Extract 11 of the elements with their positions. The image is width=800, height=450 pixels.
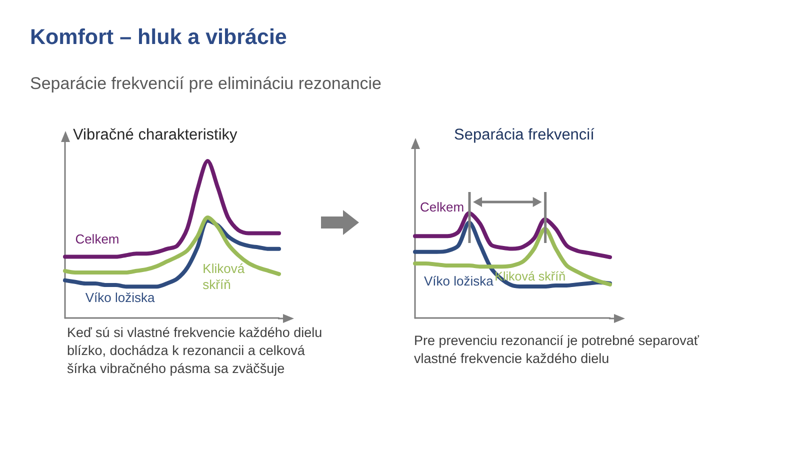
text: Keď sú si vlastné frekvencie každého dielu blízko, dochádza k rezonancii a celková šírka vibračného pásma sa zväčšuje <box>67 324 324 378</box>
series-label: Víko ložiska <box>424 273 494 288</box>
text: Separácie frekvencií pre elimináciu rezonancie <box>30 74 382 94</box>
chart-title: Separácia frekvencií <box>454 126 596 144</box>
series-label: Kliková skříň <box>202 261 248 292</box>
series-label: Víko ložiska <box>85 290 156 305</box>
text: Komfort – hluk a vibrácie <box>30 25 287 50</box>
chart-title: Vibračné charakteristiky <box>73 126 238 144</box>
series-label: Celkem <box>420 200 464 215</box>
text: Pre prevenciu rezonancií je potrebné separovať vlastné frekvencie každého dielu <box>414 332 700 368</box>
series-label: Celkem <box>75 231 120 246</box>
